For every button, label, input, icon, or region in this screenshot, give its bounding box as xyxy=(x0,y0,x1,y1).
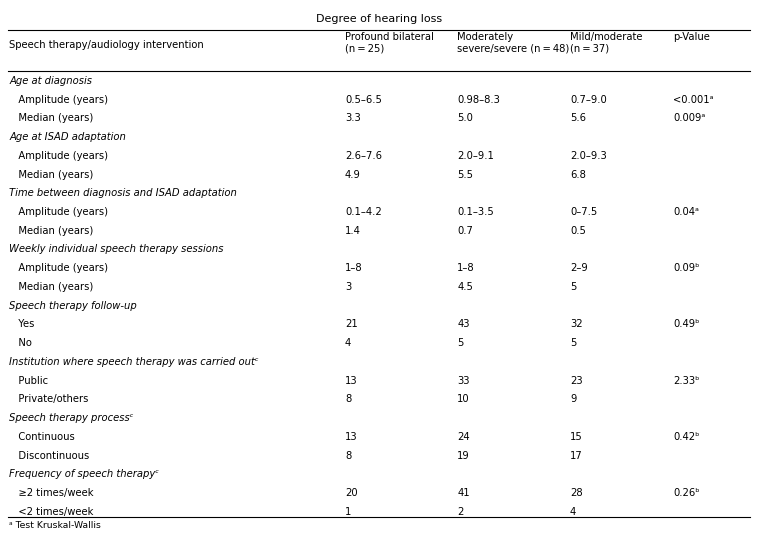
Text: Weekly individual speech therapy sessions: Weekly individual speech therapy session… xyxy=(9,245,224,255)
Text: 1–8: 1–8 xyxy=(345,263,362,273)
Text: Discontinuous: Discontinuous xyxy=(9,451,89,461)
Text: 43: 43 xyxy=(457,319,469,329)
Text: 5.0: 5.0 xyxy=(457,113,473,123)
Text: 20: 20 xyxy=(345,488,358,498)
Text: Speech therapy/audiology intervention: Speech therapy/audiology intervention xyxy=(9,40,204,50)
Text: Public: Public xyxy=(9,376,49,386)
Text: Age at ISAD adaptation: Age at ISAD adaptation xyxy=(9,132,126,142)
Text: 10: 10 xyxy=(457,395,470,404)
Text: <0.001ᵃ: <0.001ᵃ xyxy=(673,95,714,105)
Text: 32: 32 xyxy=(570,319,583,329)
Text: 13: 13 xyxy=(345,376,358,386)
Text: Yes: Yes xyxy=(9,319,34,329)
Text: 1: 1 xyxy=(345,507,351,517)
Text: 17: 17 xyxy=(570,451,583,461)
Text: 2: 2 xyxy=(457,507,463,517)
Text: 1.4: 1.4 xyxy=(345,226,361,236)
Text: 8: 8 xyxy=(345,395,351,404)
Text: 0.42ᵇ: 0.42ᵇ xyxy=(673,432,700,442)
Text: 0.009ᵃ: 0.009ᵃ xyxy=(673,113,706,123)
Text: 2.33ᵇ: 2.33ᵇ xyxy=(673,376,700,386)
Text: 13: 13 xyxy=(345,432,358,442)
Text: Amplitude (years): Amplitude (years) xyxy=(9,95,108,105)
Text: 24: 24 xyxy=(457,432,470,442)
Text: 19: 19 xyxy=(457,451,470,461)
Text: 0–7.5: 0–7.5 xyxy=(570,207,597,217)
Text: <2 times/week: <2 times/week xyxy=(9,507,93,517)
Text: 0.5: 0.5 xyxy=(570,226,586,236)
Text: 4: 4 xyxy=(570,507,576,517)
Text: No: No xyxy=(9,338,32,348)
Text: Amplitude (years): Amplitude (years) xyxy=(9,207,108,217)
Text: Median (years): Median (years) xyxy=(9,226,93,236)
Text: Institution where speech therapy was carried outᶜ: Institution where speech therapy was car… xyxy=(9,357,258,367)
Text: 8: 8 xyxy=(345,451,351,461)
Text: Profound bilateral
(n = 25): Profound bilateral (n = 25) xyxy=(345,32,434,53)
Text: Median (years): Median (years) xyxy=(9,113,93,123)
Text: 6.8: 6.8 xyxy=(570,169,586,179)
Text: 9: 9 xyxy=(570,395,576,404)
Text: 23: 23 xyxy=(570,376,583,386)
Text: ᵃ Test Kruskal-Wallis: ᵃ Test Kruskal-Wallis xyxy=(9,522,101,530)
Text: Private/others: Private/others xyxy=(9,395,89,404)
Text: 4: 4 xyxy=(345,338,351,348)
Text: 3: 3 xyxy=(345,282,351,292)
Text: 5.6: 5.6 xyxy=(570,113,586,123)
Text: 0.09ᵇ: 0.09ᵇ xyxy=(673,263,700,273)
Text: Amplitude (years): Amplitude (years) xyxy=(9,263,108,273)
Text: 3.3: 3.3 xyxy=(345,113,361,123)
Text: Moderately
severe/severe (n = 48): Moderately severe/severe (n = 48) xyxy=(457,32,569,53)
Text: 5: 5 xyxy=(457,338,463,348)
Text: 4.5: 4.5 xyxy=(457,282,473,292)
Text: 5.5: 5.5 xyxy=(457,169,473,179)
Text: 41: 41 xyxy=(457,488,470,498)
Text: 28: 28 xyxy=(570,488,583,498)
Text: Time between diagnosis and ISAD adaptation: Time between diagnosis and ISAD adaptati… xyxy=(9,188,237,198)
Text: 0.04ᵃ: 0.04ᵃ xyxy=(673,207,699,217)
Text: Frequency of speech therapyᶜ: Frequency of speech therapyᶜ xyxy=(9,469,159,479)
Text: 0.49ᵇ: 0.49ᵇ xyxy=(673,319,700,329)
Text: 15: 15 xyxy=(570,432,583,442)
Text: 0.5–6.5: 0.5–6.5 xyxy=(345,95,382,105)
Text: Amplitude (years): Amplitude (years) xyxy=(9,151,108,161)
Text: 1–8: 1–8 xyxy=(457,263,475,273)
Text: Continuous: Continuous xyxy=(9,432,75,442)
Text: Age at diagnosis: Age at diagnosis xyxy=(9,76,92,86)
Text: Median (years): Median (years) xyxy=(9,282,93,292)
Text: 2.6–7.6: 2.6–7.6 xyxy=(345,151,382,161)
Text: p-Value: p-Value xyxy=(673,32,710,41)
Text: ≥2 times/week: ≥2 times/week xyxy=(9,488,93,498)
Text: 2.0–9.1: 2.0–9.1 xyxy=(457,151,494,161)
Text: Mild/moderate
(n = 37): Mild/moderate (n = 37) xyxy=(570,32,643,53)
Text: Speech therapy processᶜ: Speech therapy processᶜ xyxy=(9,413,133,423)
Text: 0.98–8.3: 0.98–8.3 xyxy=(457,95,500,105)
Text: 2.0–9.3: 2.0–9.3 xyxy=(570,151,606,161)
Text: 2–9: 2–9 xyxy=(570,263,587,273)
Text: 21: 21 xyxy=(345,319,358,329)
Text: 0.7–9.0: 0.7–9.0 xyxy=(570,95,606,105)
Text: 0.1–4.2: 0.1–4.2 xyxy=(345,207,381,217)
Text: Speech therapy follow-up: Speech therapy follow-up xyxy=(9,301,137,311)
Text: 5: 5 xyxy=(570,282,576,292)
Text: 0.1–3.5: 0.1–3.5 xyxy=(457,207,493,217)
Text: 33: 33 xyxy=(457,376,469,386)
Text: Median (years): Median (years) xyxy=(9,169,93,179)
Text: 4.9: 4.9 xyxy=(345,169,361,179)
Text: Degree of hearing loss: Degree of hearing loss xyxy=(316,14,442,23)
Text: 0.7: 0.7 xyxy=(457,226,473,236)
Text: 5: 5 xyxy=(570,338,576,348)
Text: 0.26ᵇ: 0.26ᵇ xyxy=(673,488,700,498)
